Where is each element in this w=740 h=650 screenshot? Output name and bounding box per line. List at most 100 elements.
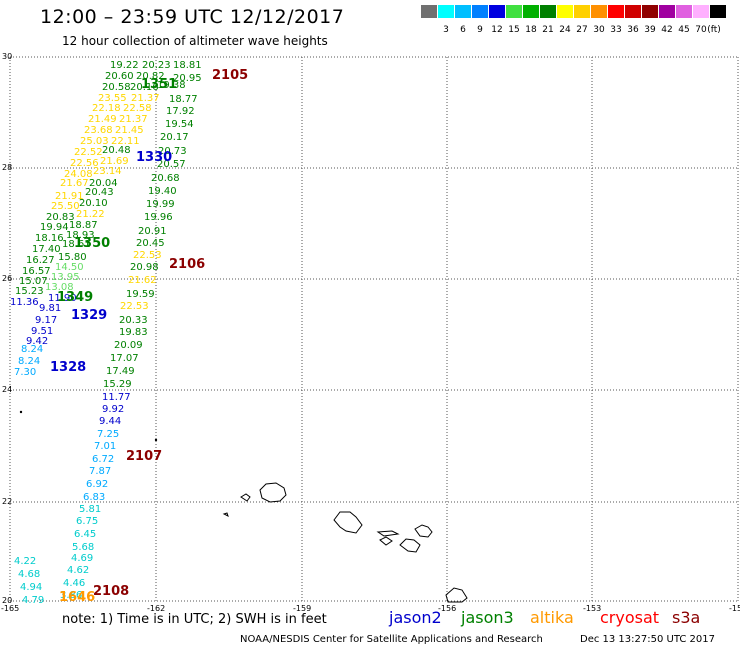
swh-value: 20.10 bbox=[79, 198, 108, 209]
swh-value: 18.87 bbox=[69, 220, 98, 231]
legend-bin-label: 42 bbox=[661, 25, 673, 35]
legend-swatch bbox=[642, 5, 658, 18]
swh-value: 20.57 bbox=[157, 159, 186, 170]
swh-value: 4.69 bbox=[71, 553, 93, 564]
island-outline bbox=[240, 493, 251, 502]
track-label: 1351 bbox=[141, 77, 177, 92]
swh-value: 17.49 bbox=[106, 366, 135, 377]
swh-value: 20.58 bbox=[102, 82, 131, 93]
swh-value: 15.23 bbox=[15, 286, 44, 297]
swh-value: 25.03 bbox=[80, 136, 109, 147]
swh-value: 21.69 bbox=[100, 156, 129, 167]
swh-value: 21.62 bbox=[128, 275, 157, 286]
swh-value: 17.07 bbox=[110, 353, 139, 364]
swh-value: 4.94 bbox=[20, 582, 42, 593]
swh-value: 6.92 bbox=[86, 479, 108, 490]
swh-value: 11.77 bbox=[102, 392, 131, 403]
swh-value: 22.52 bbox=[74, 147, 103, 158]
satellite-legend-item: jason3 bbox=[461, 608, 514, 627]
swh-value: 21.37 bbox=[131, 93, 160, 104]
swh-value: 21.67 bbox=[60, 178, 89, 189]
island-outline bbox=[222, 512, 229, 517]
legend-unit-label: (ft) bbox=[707, 25, 721, 35]
swh-value: 11.36 bbox=[10, 297, 39, 308]
swh-value: 7.25 bbox=[97, 429, 119, 440]
lat-label: 26 bbox=[2, 274, 12, 283]
swh-value: 20.82 bbox=[136, 71, 165, 82]
swh-value: 15.07 bbox=[19, 276, 48, 287]
swh-value: 13.95 bbox=[51, 272, 80, 283]
swh-value: 23.55 bbox=[98, 93, 127, 104]
swh-value: 21.37 bbox=[119, 114, 148, 125]
swh-value: 6.72 bbox=[92, 454, 114, 465]
axis-labels: 30 28 26 24 22 20-165 -162 -159 -156 -153 -150 bbox=[1, 52, 740, 613]
track-label: 1349 bbox=[57, 290, 93, 305]
swh-value: 19.59 bbox=[126, 289, 155, 300]
swh-value: 22.18 bbox=[92, 103, 121, 114]
swh-value: 18.93 bbox=[66, 230, 95, 241]
swh-value: 18.61 bbox=[62, 239, 91, 250]
swh-value: 20.16 bbox=[130, 82, 159, 93]
legend-bin-label: 36 bbox=[627, 25, 639, 35]
page-title: 12:00 – 23:59 UTC 12/12/2017 bbox=[40, 6, 345, 28]
track-label: 1330 bbox=[136, 150, 172, 165]
swh-value: 21.45 bbox=[115, 125, 144, 136]
legend-swatch bbox=[421, 5, 437, 18]
generated-timestamp: Dec 13 13:27:50 UTC 2017 bbox=[580, 634, 715, 645]
legend-bin-label: 12 bbox=[491, 25, 503, 35]
legend-bin-label: 30 bbox=[593, 25, 605, 35]
swh-value: 19.96 bbox=[144, 212, 173, 223]
swh-value: 18.77 bbox=[169, 94, 198, 105]
satellite-legend-item: s3a bbox=[672, 608, 701, 627]
page-subtitle: 12 hour collection of altimeter wave hei… bbox=[62, 34, 328, 48]
swh-value: 4.79 bbox=[22, 595, 44, 606]
swh-value: 5.81 bbox=[79, 504, 101, 515]
legend-swatch bbox=[455, 5, 471, 18]
legend-swatch bbox=[540, 5, 556, 18]
swh-value: 3.86 bbox=[60, 590, 82, 601]
swh-value: 20.17 bbox=[160, 132, 189, 143]
track-label: 1350 bbox=[74, 236, 110, 251]
legend-swatch bbox=[489, 5, 505, 18]
legend-swatch bbox=[608, 5, 624, 18]
swh-value: 16.57 bbox=[22, 266, 51, 277]
swh-value: 9.81 bbox=[39, 303, 61, 314]
legend-bin-label: 21 bbox=[542, 25, 554, 35]
swh-value: 23.14 bbox=[93, 166, 122, 177]
track-label: 1328 bbox=[50, 360, 86, 375]
swh-value: 20.43 bbox=[85, 187, 114, 198]
swh-value: 20.33 bbox=[119, 315, 148, 326]
swh-values: 19.22 20.23 18.81 20.60 20.82 20.95 20.58 20.16… bbox=[10, 60, 202, 606]
legend-bin-label: 3 bbox=[443, 25, 449, 35]
swh-value: 21.49 bbox=[88, 114, 117, 125]
swh-value: 4.22 bbox=[14, 556, 36, 567]
swh-value: 18.81 bbox=[173, 60, 202, 71]
swh-value: 19.54 bbox=[165, 119, 194, 130]
lat-label: 22 bbox=[2, 497, 12, 506]
swh-value: 13.08 bbox=[45, 282, 74, 293]
hawaii-islands bbox=[19, 410, 468, 603]
swh-value: 23.68 bbox=[84, 125, 113, 136]
swh-value: 7.87 bbox=[89, 466, 111, 477]
legend-bin-label: 45 bbox=[678, 25, 690, 35]
track-label: 2108 bbox=[93, 584, 129, 599]
track-label: 1646 bbox=[59, 590, 95, 605]
island-outline bbox=[445, 587, 468, 603]
swh-value: 4.68 bbox=[18, 569, 40, 580]
swh-value: 15.29 bbox=[103, 379, 132, 390]
legend-bin-label: 33 bbox=[610, 25, 622, 35]
swh-value: 9.92 bbox=[102, 404, 124, 415]
swh-value: 14.50 bbox=[55, 262, 84, 273]
island-outline bbox=[414, 524, 433, 538]
swh-value: 19.83 bbox=[119, 327, 148, 338]
legend-swatch bbox=[472, 5, 488, 18]
swh-value: 17.92 bbox=[166, 106, 195, 117]
swh-value: 7.01 bbox=[94, 441, 116, 452]
satellite-legend-item: jason2 bbox=[389, 608, 442, 627]
swh-value: 6.83 bbox=[83, 492, 105, 503]
legend-swatch bbox=[676, 5, 692, 18]
swh-value: 17.40 bbox=[32, 244, 61, 255]
swh-value: 20.23 bbox=[142, 60, 171, 71]
legend-bin-label: 18 bbox=[525, 25, 537, 35]
